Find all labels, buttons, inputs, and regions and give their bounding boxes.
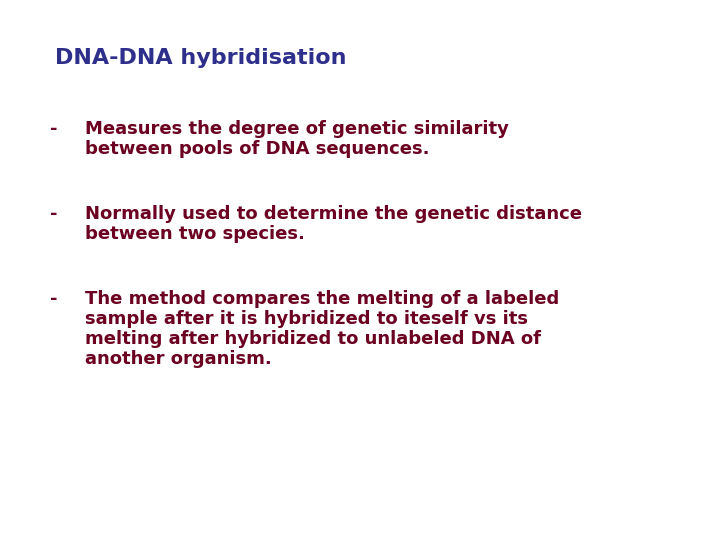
Text: -: - <box>50 120 58 138</box>
Text: between two species.: between two species. <box>85 225 305 243</box>
Text: -: - <box>50 290 58 308</box>
Text: Measures the degree of genetic similarity: Measures the degree of genetic similarit… <box>85 120 509 138</box>
Text: between pools of DNA sequences.: between pools of DNA sequences. <box>85 140 430 158</box>
Text: sample after it is hybridized to iteself vs its: sample after it is hybridized to iteself… <box>85 310 528 328</box>
Text: melting after hybridized to unlabeled DNA of: melting after hybridized to unlabeled DN… <box>85 330 541 348</box>
Text: The method compares the melting of a labeled: The method compares the melting of a lab… <box>85 290 559 308</box>
Text: another organism.: another organism. <box>85 350 271 368</box>
Text: -: - <box>50 205 58 223</box>
Text: Normally used to determine the genetic distance: Normally used to determine the genetic d… <box>85 205 582 223</box>
Text: DNA-DNA hybridisation: DNA-DNA hybridisation <box>55 48 346 68</box>
